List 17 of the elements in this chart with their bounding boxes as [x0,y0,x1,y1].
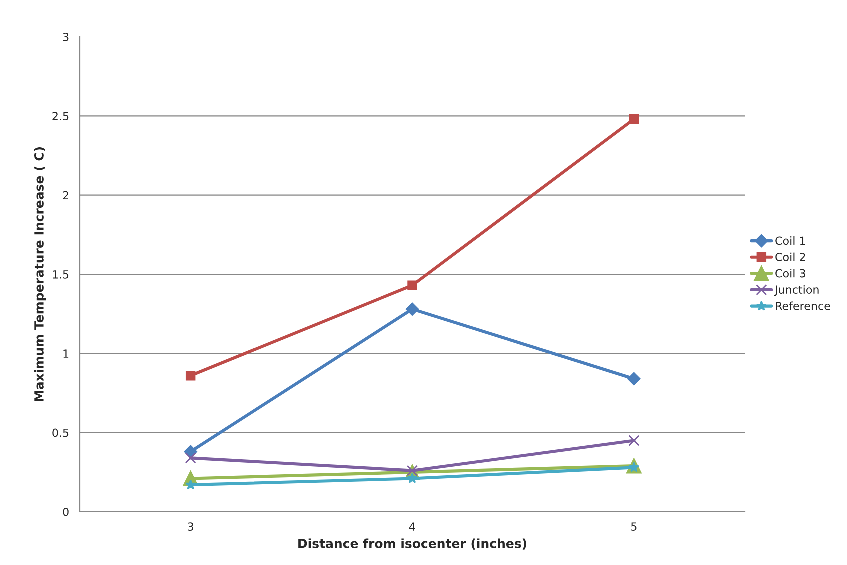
x-tick-label: 4 [410,522,416,531]
y-tick-label: 2.5 [52,112,69,121]
y-tick-label: 0.5 [52,428,69,438]
x-tick-label: 3 [188,522,194,532]
legend-label: Junction [774,285,819,296]
y-axis-title: Maximum Temperature Increase ( C) [34,148,46,402]
legend-label: Coil 1 [776,236,806,246]
y-tick-label: 1.5 [53,270,69,279]
legend-label: Reference [776,302,830,310]
y-tick-label: 2 [63,191,68,200]
x-tick-label: 5 [631,522,637,532]
x-axis-title: Distance from isocenter (inches) [298,538,526,550]
y-tick-label: 1 [64,350,69,358]
y-tick-label: 3 [63,32,69,42]
legend-label: Coil 3 [776,269,806,278]
legend-label: Coil 2 [776,252,806,262]
y-tick-label: 0 [63,508,69,516]
